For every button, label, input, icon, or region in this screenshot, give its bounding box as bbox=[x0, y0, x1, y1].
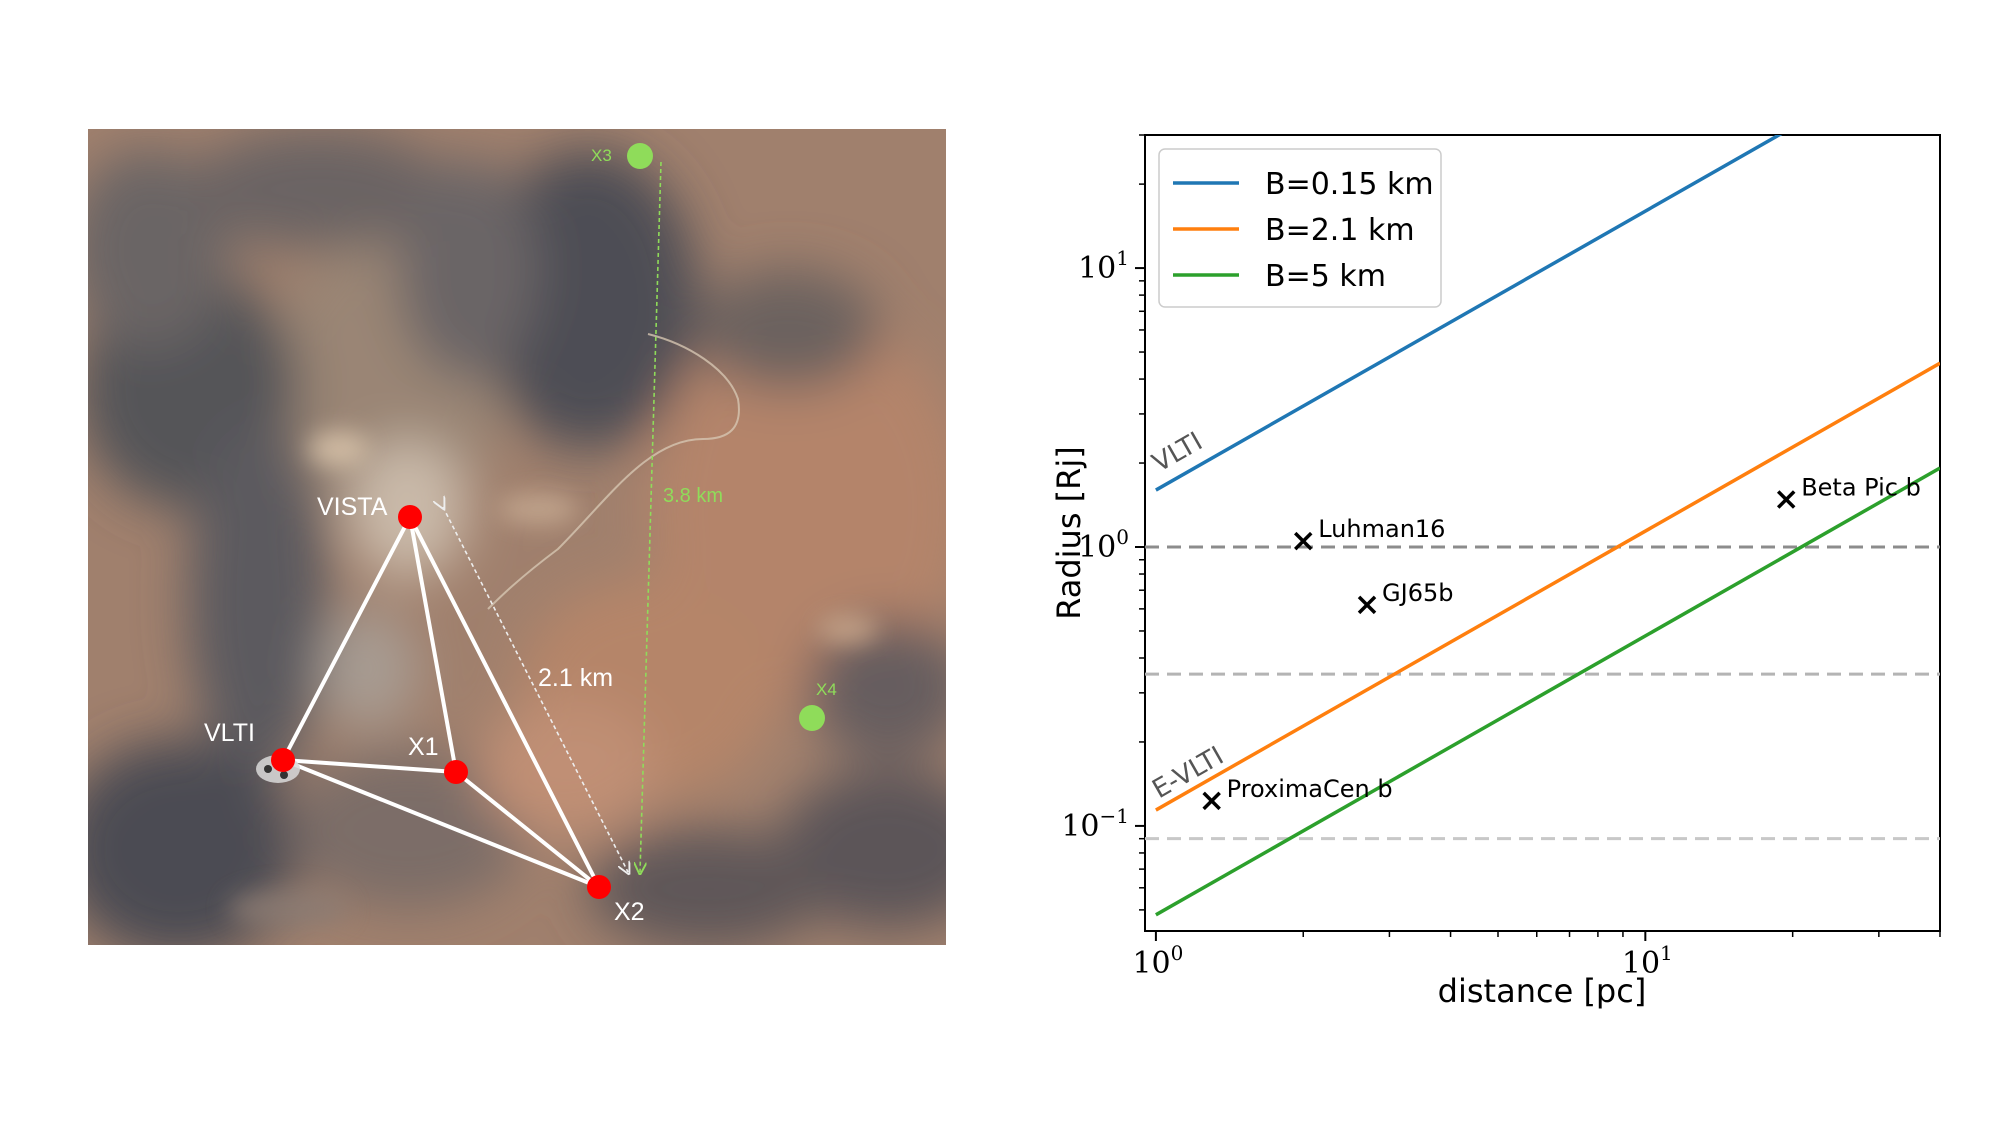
legend-entry: B=0.15 km bbox=[1265, 167, 1434, 202]
axis-ticks: 100 101 10−1 100 101 bbox=[1061, 134, 1941, 981]
site-label-x3: X3 bbox=[591, 146, 612, 165]
site-label-vista: VISTA bbox=[317, 493, 388, 521]
series-lines bbox=[1155, 135, 1940, 917]
distance-marker-2km bbox=[443, 507, 628, 872]
chart-svg: 100 101 10−1 100 101 Luhman16 GJ65b Beta Pic b… bbox=[1050, 134, 1941, 1010]
baselines bbox=[281, 515, 601, 889]
site-marker-vlti bbox=[271, 748, 295, 772]
series-line-2 bbox=[1155, 466, 1940, 917]
object-label: Beta Pic b bbox=[1801, 474, 1921, 502]
object-markers: Luhman16 GJ65b Beta Pic b ProximaCen b bbox=[1202, 474, 1921, 811]
site-marker-x2 bbox=[587, 875, 611, 899]
legend-entry: B=2.1 km bbox=[1265, 213, 1415, 248]
y-tick-label: 10−1 bbox=[1061, 804, 1129, 844]
y-tick-label: 100 bbox=[1078, 525, 1129, 565]
object-marker bbox=[1357, 595, 1377, 615]
site-label-x4: X4 bbox=[816, 680, 837, 699]
y-tick-label: 101 bbox=[1078, 246, 1129, 286]
reference-lines bbox=[1145, 545, 1940, 841]
object-label: ProximaCen b bbox=[1227, 775, 1393, 803]
site-map: VLTI VISTA X1 X2 X3 X4 2.1 km 3.8 km bbox=[88, 129, 946, 945]
distance-marker-4km bbox=[640, 161, 662, 872]
legend-box bbox=[1158, 148, 1442, 308]
radius-distance-chart: 100 101 10−1 100 101 Luhman16 GJ65b Beta Pic b… bbox=[1000, 100, 2001, 1050]
legend-entry: B=5 km bbox=[1265, 259, 1386, 294]
site-marker-x4 bbox=[799, 705, 825, 731]
x-axis-label: distance [pc] bbox=[1438, 972, 1647, 1010]
series-line-1 bbox=[1155, 361, 1940, 812]
site-marker-vista bbox=[398, 505, 422, 529]
site-marker-x3 bbox=[627, 143, 653, 169]
object-marker bbox=[1776, 490, 1796, 509]
distance-label-long: 3.8 km bbox=[663, 485, 723, 507]
y-axis-label: Radius [Rj] bbox=[1050, 446, 1088, 620]
object-label: Luhman16 bbox=[1318, 515, 1445, 543]
site-label-vlti: VLTI bbox=[204, 719, 255, 747]
object-marker bbox=[1202, 791, 1221, 811]
site-map-image: VLTI VISTA X1 X2 X3 X4 2.1 km 3.8 km bbox=[88, 129, 946, 945]
site-label-x2: X2 bbox=[614, 898, 645, 926]
legend: B=0.15 km B=2.1 km B=5 km bbox=[1158, 148, 1442, 308]
distance-label-short: 2.1 km bbox=[538, 664, 613, 692]
x-tick-label: 101 bbox=[1622, 941, 1673, 981]
site-label-x1: X1 bbox=[408, 733, 439, 761]
site-marker-x1 bbox=[444, 760, 468, 784]
series-line-0 bbox=[1155, 135, 1783, 492]
x-tick-label: 100 bbox=[1132, 941, 1183, 981]
object-label: GJ65b bbox=[1382, 579, 1453, 607]
object-marker bbox=[1293, 531, 1313, 551]
